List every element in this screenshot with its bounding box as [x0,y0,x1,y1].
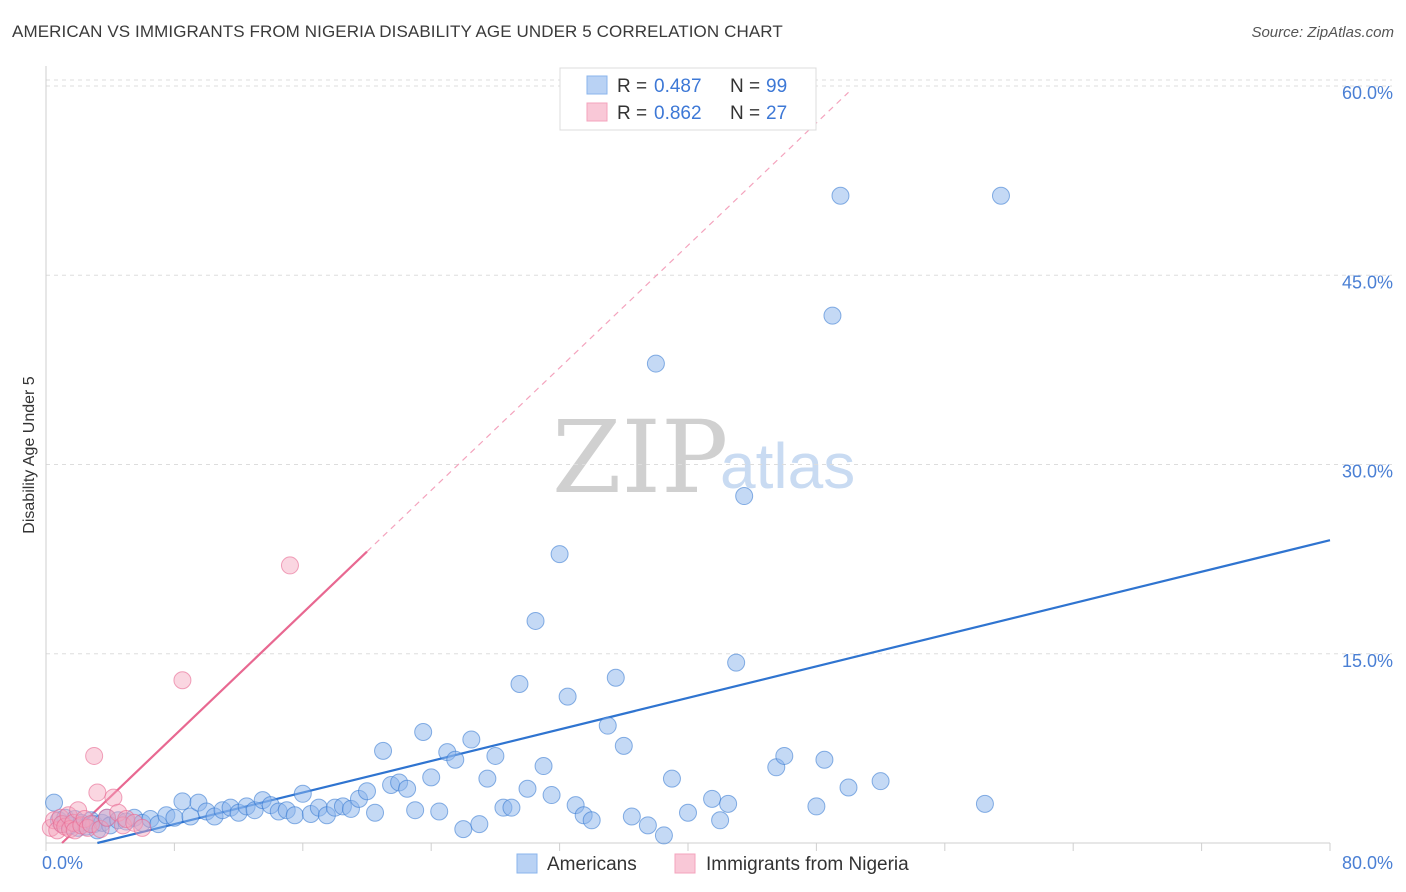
legend-r-label-2: R = [617,103,647,124]
point-americans [703,789,722,808]
legend: R = 0.487 N = 99 R = 0.862 N = 27 [559,67,817,131]
point-americans [598,716,617,735]
source-credit: Source: ZipAtlas.com [1251,24,1394,41]
point-americans [991,186,1010,205]
point-americans [454,820,473,839]
point-americans [422,768,441,787]
point-americans [518,779,537,798]
point-americans [775,746,794,765]
point-americans [165,808,184,827]
tick-labels: 15.0% 30.0% 45.0% 60.0% 0.0% 80.0% [42,83,1393,873]
legend-n-label-2: N = [730,103,760,124]
legend-r-value-1: 0.487 [654,76,702,97]
x-tick-label: 0.0% [42,853,83,873]
grid [46,79,1392,655]
point-americans [181,807,200,826]
point-americans [430,802,449,821]
point-americans [293,784,312,803]
point-americans [374,741,393,760]
point-nigeria [97,808,116,827]
axes [45,66,1331,851]
point-americans [823,306,842,325]
y-tick-label: 30.0% [1342,462,1393,482]
point-americans [478,769,497,788]
bottom-legend-swatch-nigeria [674,853,696,874]
y-tick-label: 45.0% [1342,272,1393,292]
watermark-zip: ZIP [552,399,728,516]
point-americans [550,545,569,564]
legend-n-label-1: N = [730,76,760,97]
point-americans [646,354,665,373]
bottom-legend: Americans Immigrants from Nigeria [516,853,909,875]
legend-swatch-nigeria [586,102,608,122]
bottom-legend-americans: Americans [547,854,637,875]
point-nigeria [81,815,100,834]
point-americans [558,687,577,706]
trendline-nigeria [61,550,368,844]
y-axis-label: Disability Age Under 5 [21,376,38,534]
point-americans [582,811,601,830]
point-americans [606,668,625,687]
point-americans [486,746,505,765]
point-americans [470,815,489,834]
x-tick-label: 80.0% [1342,853,1393,873]
point-americans [807,797,826,816]
point-americans [654,826,673,845]
point-americans [614,736,633,755]
point-americans [462,730,481,749]
point-americans [406,801,425,820]
point-americans [534,757,553,776]
data-points [41,186,1010,845]
bottom-legend-swatch-americans [516,853,538,874]
point-americans [839,778,858,797]
point-americans [414,722,433,741]
y-tick-label: 15.0% [1342,651,1393,671]
point-nigeria [91,820,110,839]
point-americans [285,806,304,825]
point-nigeria [104,788,123,807]
point-nigeria [280,556,299,575]
point-nigeria [88,783,107,802]
point-americans [727,653,746,672]
point-nigeria [173,671,192,690]
point-americans [45,793,64,812]
point-nigeria [133,818,152,837]
point-americans [815,750,834,769]
point-americans [662,769,681,788]
legend-r-label-1: R = [617,76,647,97]
point-americans [831,186,850,205]
point-americans [679,803,697,822]
chart-title: AMERICAN VS IMMIGRANTS FROM NIGERIA DISA… [12,22,783,41]
point-americans [638,816,657,835]
point-americans [719,794,738,813]
point-americans [446,750,465,769]
y-tick-label: 60.0% [1342,83,1393,103]
point-americans [510,675,529,694]
point-americans [526,611,545,630]
bottom-legend-nigeria: Immigrants from Nigeria [706,854,909,875]
legend-n-value-1: 99 [766,76,787,97]
point-americans [711,811,730,830]
point-nigeria [69,801,88,820]
point-americans [366,803,385,822]
watermark: ZIP atlas [552,399,855,516]
point-americans [358,782,376,801]
point-nigeria [85,746,104,765]
point-americans [975,794,994,813]
point-americans [871,772,890,791]
point-americans [735,487,754,506]
point-americans [502,798,521,817]
point-americans [173,792,192,811]
legend-swatch-americans [586,75,608,95]
trendline-nigeria-extension [366,91,849,552]
point-americans [542,786,561,805]
legend-r-value-2: 0.862 [654,103,702,124]
point-americans [622,807,641,826]
legend-n-value-2: 27 [766,103,787,124]
point-americans [398,779,417,798]
